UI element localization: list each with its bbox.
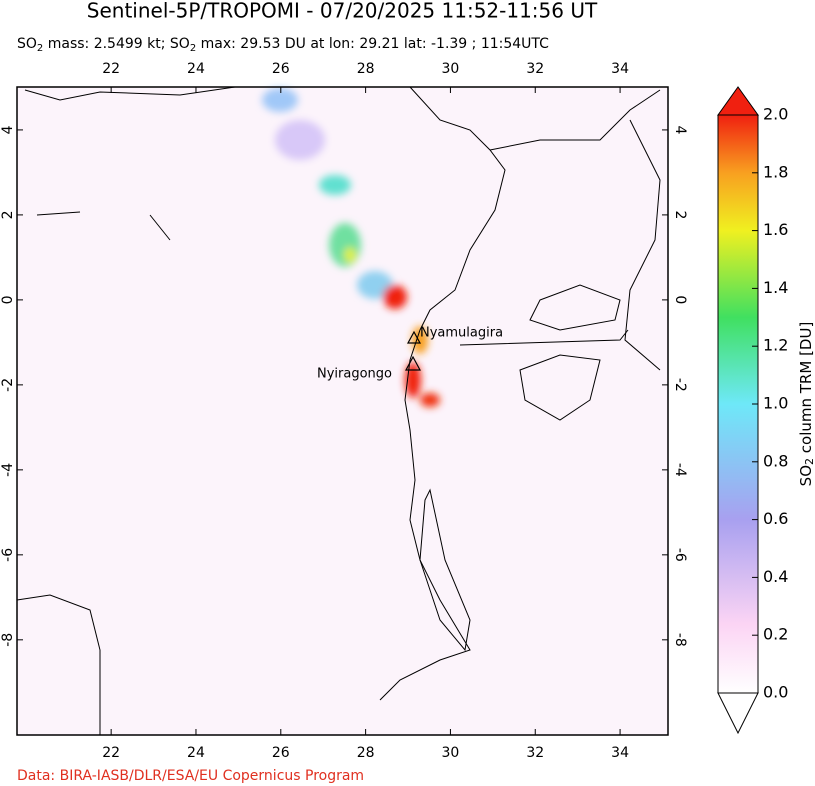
x-tick-label: 30 (442, 745, 460, 761)
volcano-label: Nyamulagira (420, 326, 503, 341)
colorbar-tick-label: 1.0 (763, 394, 788, 413)
colorbar-min-arrow (717, 692, 759, 735)
x-tick-label: 24 (187, 745, 205, 761)
x-tick-label: 26 (272, 745, 290, 761)
x-tick-label: 24 (187, 61, 205, 77)
x-tick-label: 22 (102, 745, 120, 761)
colorbar-tick-label: 1.2 (763, 336, 788, 355)
volcano-marker (406, 330, 422, 344)
y-tick-label: 0 (0, 295, 16, 304)
footer: Data: BIRA-IASB/DLR/ESA/EU Copernicus Pr… (17, 768, 364, 784)
y-tick-label: -6 (0, 548, 16, 562)
y-tick-label: -6 (672, 548, 688, 562)
colorbar-label: SO2 column TRM [DU] (797, 322, 815, 487)
x-tick-label: 32 (526, 61, 544, 77)
colorbar-tick-label: 1.4 (763, 278, 788, 297)
subtitle-part: mass: 2.5499 kt; SO (43, 36, 190, 52)
x-tick-label: 22 (102, 61, 120, 77)
y-tick-label: -4 (0, 463, 16, 477)
colorbar-tick-label: 0.2 (763, 625, 788, 644)
y-tick-label: -4 (672, 463, 688, 477)
x-tick-label: 32 (526, 745, 544, 761)
map-background (17, 87, 668, 735)
subtitle: SO2 mass: 2.5499 kt; SO2 max: 29.53 DU a… (17, 36, 549, 54)
y-tick-label: 2 (0, 210, 16, 219)
map-frame (16, 86, 669, 736)
title: Sentinel-5P/TROPOMI - 07/20/2025 11:52-1… (87, 0, 598, 23)
colorbar-tick-label: 0.4 (763, 567, 788, 586)
x-tick-label: 28 (357, 745, 375, 761)
y-tick-label: 2 (672, 210, 688, 219)
colorbar-label-part: SO (797, 465, 815, 486)
subtitle-part: SO (17, 36, 37, 52)
y-tick-label: 4 (672, 125, 688, 134)
colorbar-tick-label: 0.0 (763, 683, 788, 702)
volcano-marker (404, 355, 422, 371)
x-tick-label: 30 (442, 61, 460, 77)
y-tick-label: -2 (672, 378, 688, 392)
y-tick-label: -8 (0, 633, 16, 647)
y-tick-label: -2 (0, 378, 16, 392)
subtitle-part: max: 29.53 DU at lon: 29.21 lat: -1.39 ;… (196, 36, 549, 52)
volcano-label: Nyiragongo (317, 367, 392, 382)
x-tick-label: 34 (611, 745, 629, 761)
y-tick-label: 4 (0, 125, 16, 134)
colorbar-tick-label: 1.8 (763, 162, 788, 181)
y-tick-label: 0 (672, 295, 688, 304)
colorbar-tick-label: 0.8 (763, 451, 788, 470)
colorbar-tick-label: 1.6 (763, 220, 788, 239)
colorbar-label-part: column TRM [DU] (797, 322, 815, 458)
y-tick-label: -8 (672, 633, 688, 647)
subtitle-sub: 2 (190, 43, 196, 54)
subtitle-sub: 2 (37, 43, 43, 54)
x-tick-label: 28 (357, 61, 375, 77)
colorbar-tick-label: 0.6 (763, 509, 788, 528)
x-tick-label: 26 (272, 61, 290, 77)
volcano-markers (404, 330, 422, 371)
colorbar-tick-label: 2.0 (763, 105, 788, 124)
coastlines (16, 86, 661, 735)
colorbar-max-arrow (717, 86, 759, 116)
x-tick-label: 34 (611, 61, 629, 77)
colorbar-label-sub: 2 (803, 458, 815, 465)
